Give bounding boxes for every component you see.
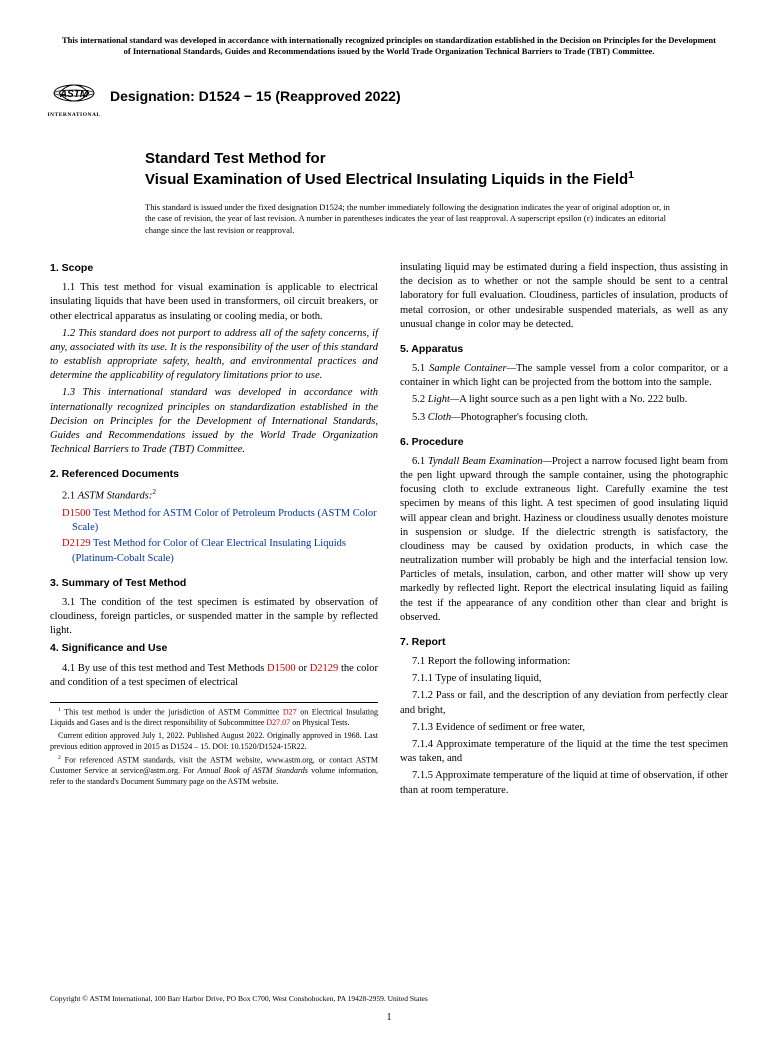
section-4-head: 4. Significance and Use [50,641,378,655]
para-6-1: 6.1 Tyndall Beam Examination—Project a n… [400,455,728,625]
para-2-1: 2.1 ASTM Standards:2 [50,487,378,504]
header-note: This international standard was develope… [50,35,728,57]
footnotes: 1 This test method is under the jurisdic… [50,702,378,787]
section-5-head: 5. Apparatus [400,342,728,356]
para-7-1: 7.1 Report the following information: [400,655,728,669]
ref-d2129-code: D2129 [62,538,91,549]
para-7-1-3: 7.1.3 Evidence of sediment or free water… [400,721,728,735]
para-5-3: 5.3 Cloth—Photographer's focusing cloth. [400,411,728,425]
designation-text: Designation: D1524 − 15 (Reapproved 2022… [110,88,401,104]
link-d1500[interactable]: D1500 [267,663,296,674]
fn1-c: on Physical Tests. [290,718,349,727]
para-4-1a: 4.1 By use of this test method and Test … [62,663,267,674]
p61-text: Project a narrow focused light beam from… [400,456,728,623]
section-1-head: 1. Scope [50,261,378,275]
p61-num: 6.1 [412,456,428,467]
title-superscript: 1 [628,169,634,181]
para-1-2: 1.2 1.2 This standard does not purport t… [50,327,378,384]
para-7-1-4: 7.1.4 Approximate temperature of the liq… [400,738,728,766]
p51-ital: Sample Container— [429,363,516,374]
para-4-1: 4.1 By use of this test method and Test … [50,662,378,690]
designation-row: ASTM INTERNATIONAL Designation: D1524 − … [50,72,728,120]
svg-text:ASTM: ASTM [59,89,89,100]
footnote-1: 1 This test method is under the jurisdic… [50,707,378,728]
para-1-3: 1.3 This international standard was deve… [50,386,378,457]
p52-text: A light source such as a pen light with … [459,394,687,405]
ref-d2129-text: Test Method for Color of Clear Electrica… [72,538,346,563]
para-2-1-ital: ASTM Standards: [78,491,153,502]
para-5-1: 5.1 Sample Container—The sample vessel f… [400,362,728,390]
para-7-1-2: 7.1.2 Pass or fail, and the description … [400,689,728,717]
ref-d1500[interactable]: D1500 Test Method for ASTM Color of Petr… [50,507,378,535]
logo-text: INTERNATIONAL [47,112,100,118]
section-6-head: 6. Procedure [400,435,728,449]
issue-note: This standard is issued under the fixed … [145,202,678,236]
section-2-head: 2. Referenced Documents [50,467,378,481]
ref-d1500-code: D1500 [62,508,91,519]
p53-text: Photographer's focusing cloth. [460,412,588,423]
title-lead: Standard Test Method for [145,150,728,169]
title-main-text: Visual Examination of Used Electrical In… [145,171,628,188]
footnote-1-p2: Current edition approved July 1, 2022. P… [50,731,378,752]
p51-num: 5.1 [412,363,429,374]
link-d2129[interactable]: D2129 [310,663,339,674]
astm-logo: ASTM INTERNATIONAL [50,72,98,120]
fn1-link1[interactable]: D27 [283,708,297,717]
para-4-cont: insulating liquid may be estimated durin… [400,261,728,332]
fn1-a: This test method is under the jurisdicti… [61,708,283,717]
page-number: 1 [0,1012,778,1023]
p53-ital: Cloth— [428,412,461,423]
para-2-1-lead: 2.1 [62,491,78,502]
para-7-1-5: 7.1.5 Approximate temperature of the liq… [400,769,728,797]
body-columns: 1. Scope 1.1 This test method for visual… [50,261,728,798]
p52-ital: Light— [428,394,460,405]
ref-d2129[interactable]: D2129 Test Method for Color of Clear Ele… [50,537,378,565]
para-7-1-1: 7.1.1 Type of insulating liquid, [400,672,728,686]
footnote-2: 2 For referenced ASTM standards, visit t… [50,755,378,787]
copyright: Copyright © ASTM International, 100 Barr… [50,994,428,1003]
title-block: Standard Test Method for Visual Examinat… [145,150,728,190]
p61-ital: Tyndall Beam Examination— [428,456,552,467]
para-5-2: 5.2 Light—A light source such as a pen l… [400,393,728,407]
title-main: Visual Examination of Used Electrical In… [145,169,728,190]
para-4-1b: or [296,663,310,674]
fn1-link2[interactable]: D27.07 [266,718,290,727]
para-1-1: 1.1 This test method for visual examinat… [50,281,378,324]
para-2-1-sup: 2 [152,487,156,496]
section-3-head: 3. Summary of Test Method [50,576,378,590]
ref-d1500-text: Test Method for ASTM Color of Petroleum … [72,508,377,533]
section-7-head: 7. Report [400,635,728,649]
p52-num: 5.2 [412,394,428,405]
para-3-1: 3.1 The condition of the test specimen i… [50,596,378,639]
p53-num: 5.3 [412,412,428,423]
fn2-ital: Annual Book of ASTM Standards [197,766,307,775]
